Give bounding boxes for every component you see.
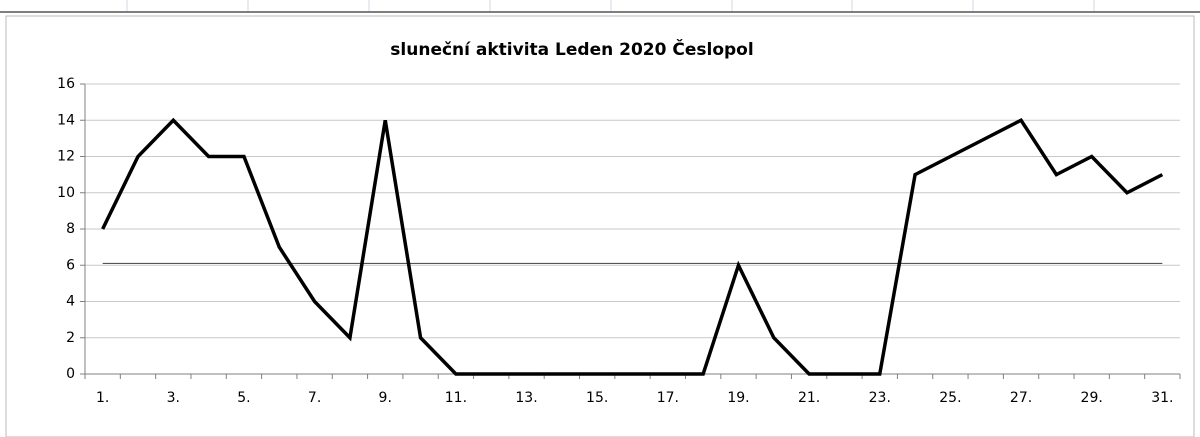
x-tick-label: 27. xyxy=(1010,390,1032,406)
x-tick-label: 1. xyxy=(96,390,109,406)
y-tick-label: 0 xyxy=(66,366,75,382)
x-tick-label: 3. xyxy=(167,390,180,406)
x-tick-label: 7. xyxy=(308,390,321,406)
header-strip xyxy=(0,0,1200,12)
y-tick-label: 4 xyxy=(66,294,75,310)
y-tick-label: 10 xyxy=(57,185,75,201)
x-tick-label: 23. xyxy=(869,390,891,406)
y-tick-label: 16 xyxy=(57,76,75,92)
y-tick-label: 8 xyxy=(66,221,75,237)
column-dividers xyxy=(126,0,1095,12)
y-tick-label: 12 xyxy=(57,149,75,165)
x-tick-label: 19. xyxy=(727,390,749,406)
x-tick-label: 15. xyxy=(586,390,608,406)
y-tick-label: 6 xyxy=(66,257,75,273)
x-tick-label: 9. xyxy=(379,390,392,406)
data-line xyxy=(101,117,1164,376)
x-tick-label: 21. xyxy=(798,390,820,406)
y-tick-label: 14 xyxy=(57,112,75,128)
x-tick-label: 29. xyxy=(1081,390,1103,406)
y-tick-label: 2 xyxy=(66,330,75,346)
x-tick-label: 17. xyxy=(657,390,679,406)
x-tick-label: 31. xyxy=(1151,390,1173,406)
x-tick-label: 5. xyxy=(237,390,250,406)
sheet-header xyxy=(0,0,1200,13)
chart-title: sluneční aktivita Leden 2020 Česlopol xyxy=(390,38,753,60)
x-tick-label: 25. xyxy=(939,390,961,406)
x-tick-label: 11. xyxy=(445,390,467,406)
x-tick-label: 13. xyxy=(515,390,537,406)
chart-area xyxy=(5,15,1195,437)
